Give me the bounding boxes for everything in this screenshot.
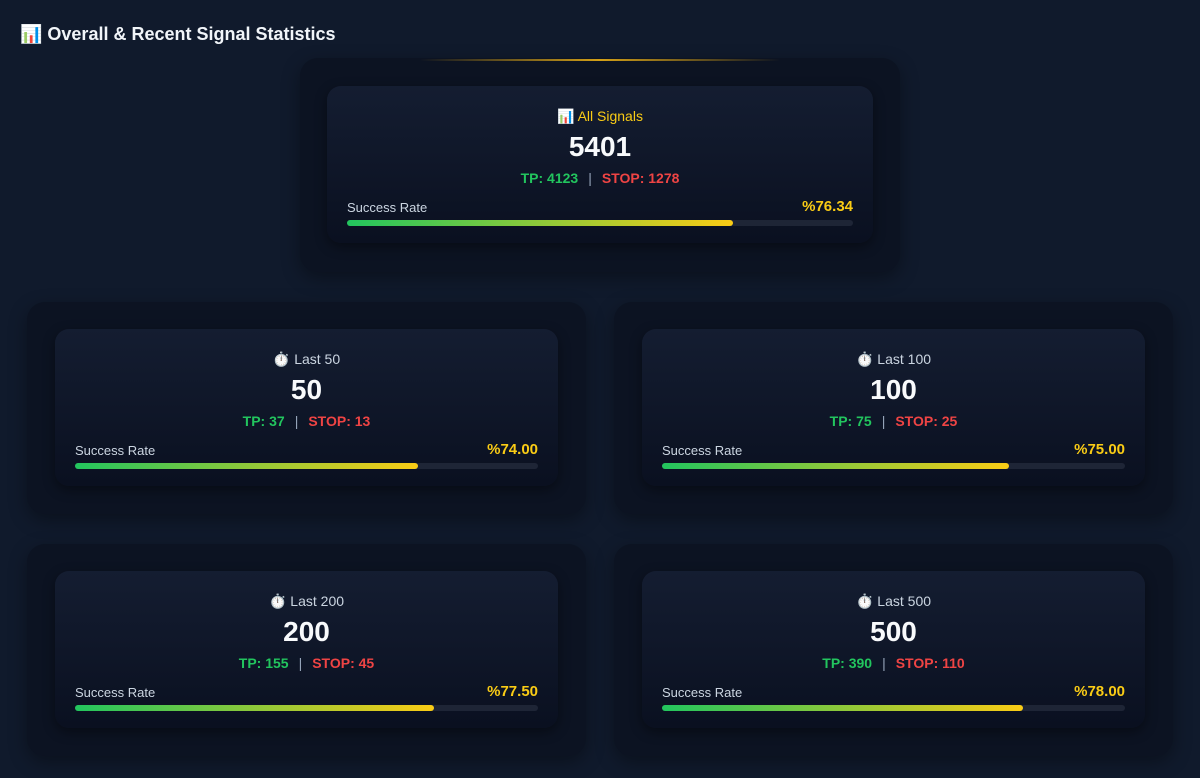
stat-card-inner: ⏱️ Last 100 100 TP: 75 | STOP: 25 Success Rat… (642, 329, 1145, 486)
tp-stop-row: TP: 4123 | STOP: 1278 (327, 170, 873, 186)
separator: | (588, 170, 592, 186)
tp-count: TP: 4123 (520, 170, 579, 186)
stat-card-inner: 📊 All Signals 5401 TP: 4123 | STOP: 1278 Succ… (327, 86, 873, 243)
tp-count: TP: 155 (238, 655, 289, 671)
progress-track (347, 220, 853, 226)
rate-value: %78.00 (1074, 683, 1125, 700)
rate-row: Success Rate %74.00 (75, 441, 538, 459)
signal-count: 50 (290, 374, 323, 405)
separator: | (881, 413, 886, 429)
stat-card: ⏱️ Last 50 50 TP: 37 | STOP: 13 Success Rate%… (27, 302, 586, 514)
stat-card: ⏱️ Last 200 200 TP: 155 | STOP: 45 Success Ra… (27, 544, 586, 756)
card-label: ⏱️ Last 200 (268, 593, 345, 609)
separator: | (298, 655, 303, 671)
progress-fill (662, 463, 1010, 469)
card-label: ⏱️ Last 100 (855, 351, 932, 367)
rate-row: Success Rate %75.00 (662, 441, 1125, 459)
progress-fill (662, 705, 1024, 711)
stop-count: STOP: 25 (895, 413, 958, 429)
card-label: ⏱️ Last 50 (272, 351, 341, 367)
stat-card-inner: ⏱️ Last 50 50 TP: 37 | STOP: 13 Success Rate%… (55, 329, 558, 486)
signal-count: 500 (870, 616, 917, 647)
rate-value: %74.00 (487, 441, 538, 458)
stop-count: STOP: 110 (895, 655, 965, 671)
progress-track (662, 705, 1125, 711)
signal-count: 100 (870, 374, 917, 405)
card-label: 📊 All Signals (557, 108, 643, 124)
rate-title: Success Rate (347, 200, 428, 215)
rate-title: Success Rate (75, 685, 156, 700)
progress-track (75, 463, 538, 469)
rate-title: Success Rate (662, 685, 743, 700)
progress-fill (347, 220, 734, 226)
separator: | (294, 413, 299, 429)
progress-fill (75, 705, 434, 711)
tp-stop-row: TP: 155 | STOP: 45 (55, 655, 558, 671)
signal-count: 200 (283, 616, 330, 647)
accent-line (420, 59, 780, 61)
tp-count: TP: 37 (242, 413, 285, 429)
stat-card: ⏱️ Last 500 500 TP: 390 | STOP: 110 Success R… (614, 544, 1173, 756)
progress-track (662, 463, 1125, 469)
card-label: ⏱️ Last 500 (855, 593, 932, 609)
stop-count: STOP: 13 (308, 413, 371, 429)
rate-row: Success Rate %77.50 (75, 683, 538, 701)
separator: | (882, 655, 886, 671)
signal-count: 5401 (568, 131, 632, 162)
stat-card-inner: ⏱️ Last 500 500 TP: 390 | STOP: 110 Success R… (642, 571, 1145, 728)
rate-row: Success Rate %76.34 (347, 198, 853, 216)
stop-count: STOP: 45 (312, 655, 375, 671)
rate-value: %75.00 (1074, 441, 1125, 458)
tp-count: TP: 75 (829, 413, 872, 429)
tp-stop-row: TP: 390 | STOP: 110 (642, 655, 1145, 671)
progress-track (75, 705, 538, 711)
rate-value: %77.50 (487, 683, 538, 700)
tp-count: TP: 390 (822, 655, 873, 671)
stat-card-inner: ⏱️ Last 200 200 TP: 155 | STOP: 45 Success Ra… (55, 571, 558, 728)
rate-title: Success Rate (75, 443, 156, 458)
rate-value: %76.34 (802, 198, 853, 215)
tp-stop-row: TP: 75 | STOP: 25 (642, 413, 1145, 429)
stat-card: ⏱️ Last 100 100 TP: 75 | STOP: 25 Success Rat… (614, 302, 1173, 514)
stat-card: 📊 All Signals 5401 TP: 4123 | STOP: 1278 Succ… (300, 58, 900, 272)
stop-count: STOP: 1278 (601, 170, 680, 186)
page-title: 📊 Overall & Recent Signal Statistics (20, 24, 336, 44)
rate-title: Success Rate (662, 443, 743, 458)
rate-row: Success Rate %78.00 (662, 683, 1125, 701)
progress-fill (75, 463, 418, 469)
tp-stop-row: TP: 37 | STOP: 13 (55, 413, 558, 429)
